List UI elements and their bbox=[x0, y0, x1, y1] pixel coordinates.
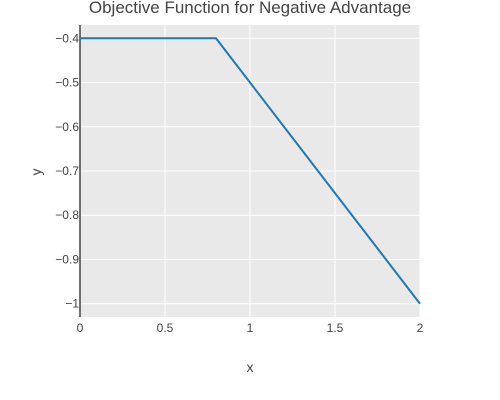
y-tick-label: −0.8 bbox=[55, 208, 79, 222]
series-line bbox=[80, 37, 421, 305]
grid-lines bbox=[80, 25, 421, 317]
y-tick-label: −0.7 bbox=[55, 164, 79, 178]
y-tick-label: −0.5 bbox=[55, 76, 79, 90]
y-tick-label: −0.9 bbox=[55, 252, 79, 266]
y-tick-label: −1 bbox=[65, 297, 79, 311]
y-axis-label: y bbox=[28, 169, 44, 176]
x-tick-label: 1 bbox=[247, 321, 254, 335]
tick-labels: 0 0.5 1 1.5 2 −0.4 −0.5 −0.6 −0.7 −0.8 −0.9 −1 bbox=[55, 31, 423, 335]
series-layer bbox=[80, 37, 421, 305]
y-tick-label: −0.4 bbox=[55, 31, 79, 45]
x-tick-label: 0 bbox=[77, 321, 84, 335]
x-tick-label: 1.5 bbox=[327, 321, 344, 335]
y-tick-label: −0.6 bbox=[55, 120, 79, 134]
chart-title: Objective Function for Negative Advantag… bbox=[89, 0, 411, 17]
x-tick-label: 2 bbox=[417, 321, 424, 335]
x-tick-label: 0.5 bbox=[157, 321, 174, 335]
x-axis-label: x bbox=[247, 359, 254, 375]
